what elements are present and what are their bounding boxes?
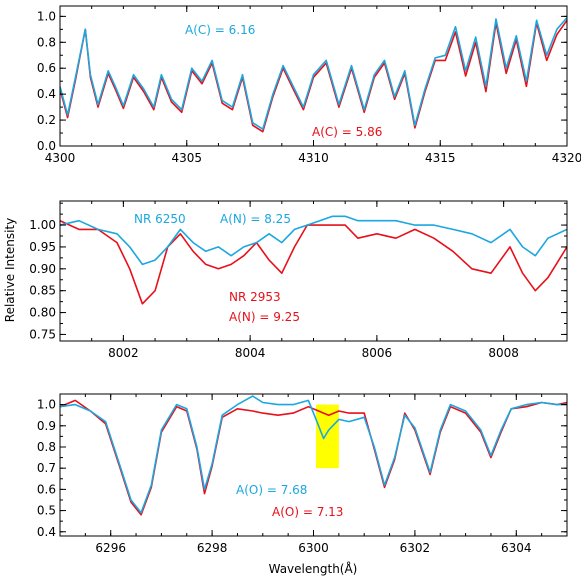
annotation-red: A(N) = 9.25 [229,310,300,324]
nitrogen-spectrum-red [60,219,567,305]
panel-carbon: 4300 4305 4310 4315 4320 0.0 0.2 0.4 0.6 0.8 1.0 A(… [37,5,581,165]
y-tick-label: 0.5 [37,504,56,518]
y-tick-label: 1.00 [29,218,56,232]
oxygen-spectrum-red [60,399,567,516]
y-tick-label: 0.6 [37,482,56,496]
y-tick-label: 0.8 [37,440,56,454]
x-tick-label: 8006 [362,346,393,360]
y-tick-label: 0.6 [37,61,56,75]
y-tick-label: 0.75 [29,327,56,341]
y-tick-label: 0.4 [37,87,56,101]
annotation-blue: A(N) = 8.25 [220,212,291,226]
x-tick-label: 6302 [400,541,431,555]
y-tick-label: 0.9 [37,419,56,433]
x-tick-label: 4300 [45,151,76,165]
forbidden-oi-line-highlight [316,404,339,469]
x-tick-label: 8002 [108,346,139,360]
x-tick-label: 8004 [235,346,266,360]
y-tick-label: 0.2 [37,113,56,127]
y-tick-label: 0.0 [37,139,56,153]
annotation-blue: NR 6250 [134,212,186,226]
x-tick-label: 6300 [298,541,329,555]
y-tick-label: 0.90 [29,262,56,276]
annotation-red: A(O) = 7.13 [272,505,343,519]
y-tick-label: 0.8 [37,35,56,49]
x-tick-label: 6304 [501,541,532,555]
carbon-spectrum-red [60,19,567,133]
x-tick-label: 6298 [197,541,228,555]
annotation-blue: A(O) = 7.68 [236,483,307,497]
x-tick-label: 8008 [488,346,519,360]
y-tick-label: 0.95 [29,240,56,254]
annotation-blue: A(C) = 6.16 [185,23,255,37]
x-tick-label: 4320 [552,151,581,165]
y-tick-label: 0.7 [37,461,56,475]
y-tick-label: 1.0 [37,398,56,412]
carbon-spectrum-blue [60,17,567,130]
y-tick-label: 1.0 [37,9,56,23]
x-tick-label: 4315 [425,151,456,165]
x-tick-label: 4305 [171,151,202,165]
nitrogen-spectrum-blue [60,215,567,266]
y-tick-label: 0.80 [29,306,56,320]
y-tick-label: 0.4 [37,525,56,539]
panel-nitrogen: 8002 8004 8006 8008 0.75 0.80 0.85 0.90 0.95 1.00… [29,200,568,360]
annotation-red: NR 2953 [229,290,281,304]
x-axis-label: Wavelength(Å) [269,561,358,576]
oxygen-spectrum-blue [60,395,567,514]
x-tick-label: 4310 [298,151,329,165]
annotation-red: A(C) = 5.86 [312,125,382,139]
y-tick-label: 0.85 [29,284,56,298]
x-tick-label: 6296 [95,541,126,555]
panel-oxygen: 6296 6298 6300 6302 6304 0.4 0.5 0.6 0.7 0.8 0.9 1.… [37,393,568,555]
y-axis-label: Relative Intensity [3,218,17,322]
